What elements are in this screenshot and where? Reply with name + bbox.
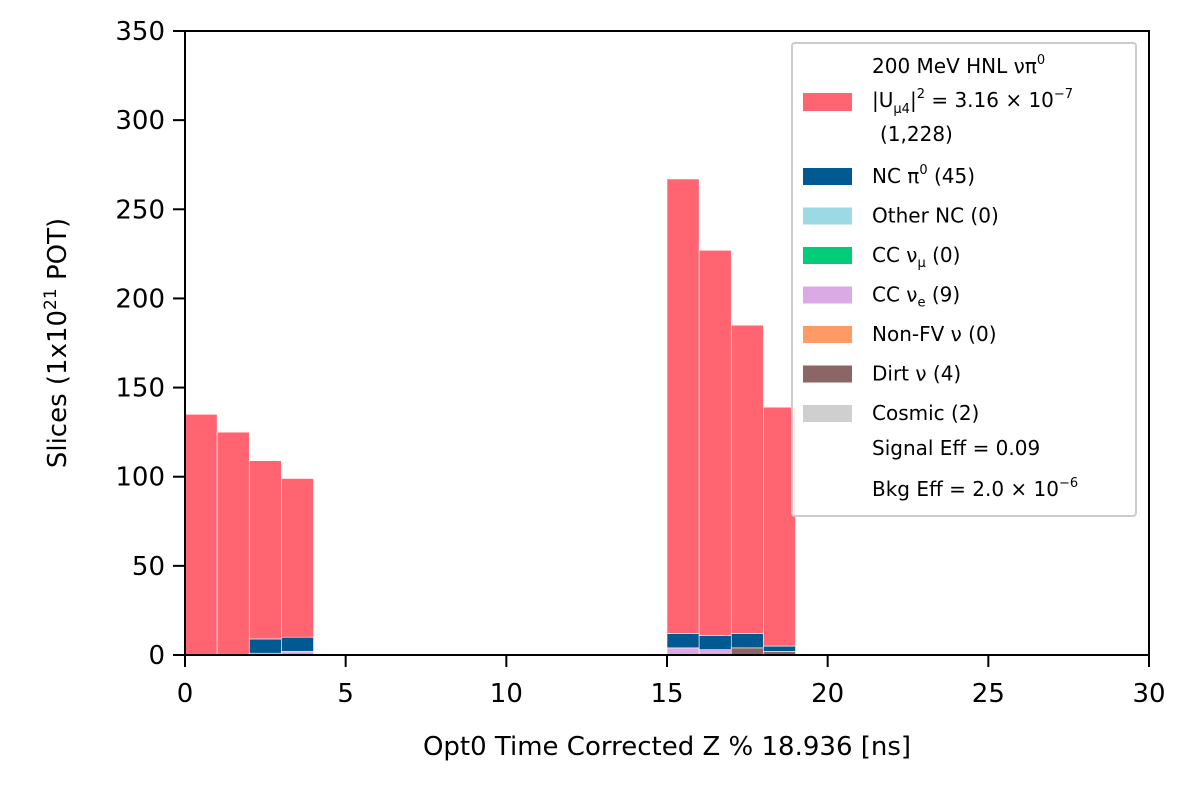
legend-entry: Other NC (0) [872,204,999,228]
bar-segment [666,647,700,656]
legend-bkg-eff: Bkg Eff = 2.0 × 10−6 [872,476,1078,501]
legend-entry: Cosmic (2) [872,401,979,425]
legend-entry: Non-FV ν (0) [872,322,997,346]
legend-entry: NC π0 (45) [872,163,975,188]
bar-segment [698,249,732,636]
legend-signal-line2: |Uμ4|2 = 3.16 × 10−7 [872,87,1073,117]
y-axis-label: Slices (1x1021 POT) [41,218,73,468]
legend-signal-line3: (1,228) [880,122,953,146]
x-tick-label: 5 [337,679,354,709]
bar-segment [730,633,764,649]
y-tick-label: 50 [132,552,165,582]
legend-swatch [803,247,852,264]
y-axis: 0 50 100 150 200 250 300 350 [115,17,185,671]
legend-swatch [803,168,852,185]
y-tick-label: 150 [115,374,165,404]
bar-segment [666,633,700,649]
x-tick-label: 25 [972,679,1005,709]
bars-layer [184,178,796,656]
legend-swatch [803,207,852,225]
legend-swatch [803,365,852,383]
legend-items: NC π0 (45) Other NC (0) CC νμ (0) CC νe (9)… [803,163,999,425]
legend-entry: Dirt ν (4) [872,362,961,386]
legend-swatch [803,326,852,343]
y-tick-label: 100 [115,463,165,493]
bar-segment [730,647,764,656]
y-tick-label: 350 [115,17,165,47]
bar-segment [248,638,282,654]
x-tick-label: 30 [1132,679,1165,709]
legend-frame [791,42,1137,517]
y-tick-label: 0 [148,641,165,671]
x-tick-label: 0 [177,679,194,709]
x-axis-label: Opt0 Time Corrected Z % 18.936 [ns] [423,732,911,762]
bar-segment [730,324,764,634]
bar-segment [216,431,250,656]
bar-segment [698,635,732,650]
bar-segment [666,178,700,634]
x-axis: 0 5 10 15 20 25 30 [177,655,1166,709]
legend-signal-line1: 200 MeV HNL νπ0 [872,53,1045,78]
bar-segment [281,478,314,638]
bar-segment [763,645,796,652]
bar-segment [248,460,282,640]
bar-segment [281,636,314,652]
legend: 200 MeV HNL νπ0 |Uμ4|2 = 3.16 × 10−7 (1,… [791,42,1137,517]
x-tick-label: 20 [811,679,844,709]
legend-swatch [803,405,852,422]
y-axis-label-tail: POT) [43,218,73,288]
bar-segment [763,406,796,647]
x-tick-label: 10 [490,679,523,709]
y-tick-label: 300 [115,106,165,136]
y-axis-label-main: Slices (1x10 [43,310,73,468]
legend-signal-eff: Signal Eff = 0.09 [872,436,1040,460]
y-tick-label: 250 [115,195,165,225]
bar-segment [184,414,218,656]
legend-entry: CC νe (9) [872,283,960,311]
x-tick-label: 15 [650,679,683,709]
y-tick-label: 200 [115,284,165,314]
legend-swatch [803,286,852,304]
legend-swatch-signal [803,93,852,111]
legend-entry: CC νμ (0) [872,243,960,271]
y-axis-label-exponent: 21 [41,288,61,310]
bar-segment [698,649,732,654]
